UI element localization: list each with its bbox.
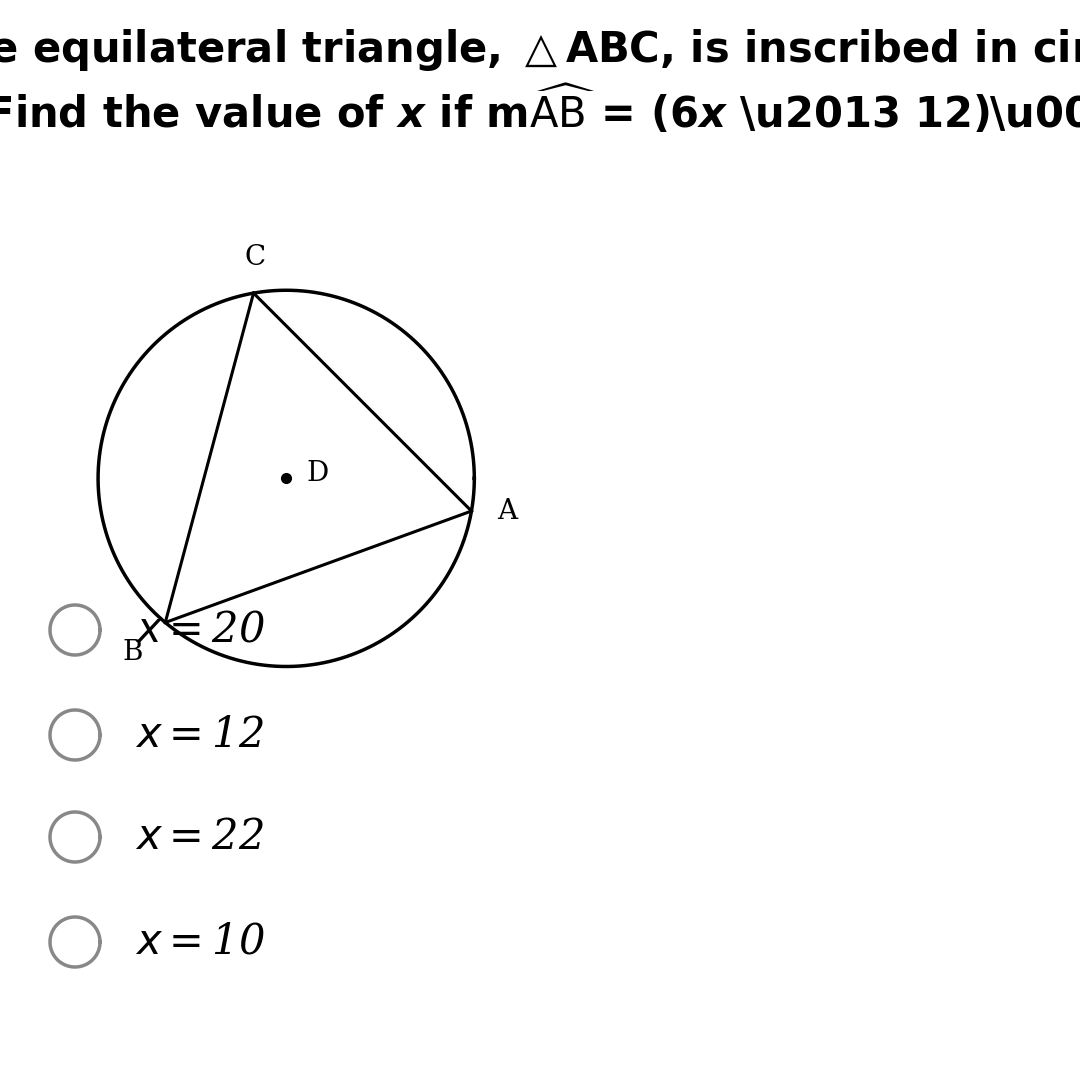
Text: $x = \mathregular{12}$: $x = \mathregular{12}$ bbox=[135, 714, 265, 756]
Text: B: B bbox=[123, 640, 144, 666]
Text: below. Find the value of $\boldsymbol{x}$ if m$\widehat{\rm AB}$ = (6$\boldsymbo: below. Find the value of $\boldsymbol{x}… bbox=[0, 83, 1080, 137]
Text: $x = \mathregular{20}$: $x = \mathregular{20}$ bbox=[135, 610, 266, 651]
Text: D: D bbox=[307, 460, 328, 487]
Text: C: C bbox=[245, 244, 266, 271]
Text: A: A bbox=[498, 498, 517, 525]
Text: $x = \mathregular{10}$: $x = \mathregular{10}$ bbox=[135, 921, 266, 963]
Text: 3. The equilateral triangle, $\mathbf{\triangle}$ABC, is inscribed in circle D: 3. The equilateral triangle, $\mathbf{\t… bbox=[0, 27, 1080, 73]
Text: $x = \mathregular{22}$: $x = \mathregular{22}$ bbox=[135, 816, 265, 858]
